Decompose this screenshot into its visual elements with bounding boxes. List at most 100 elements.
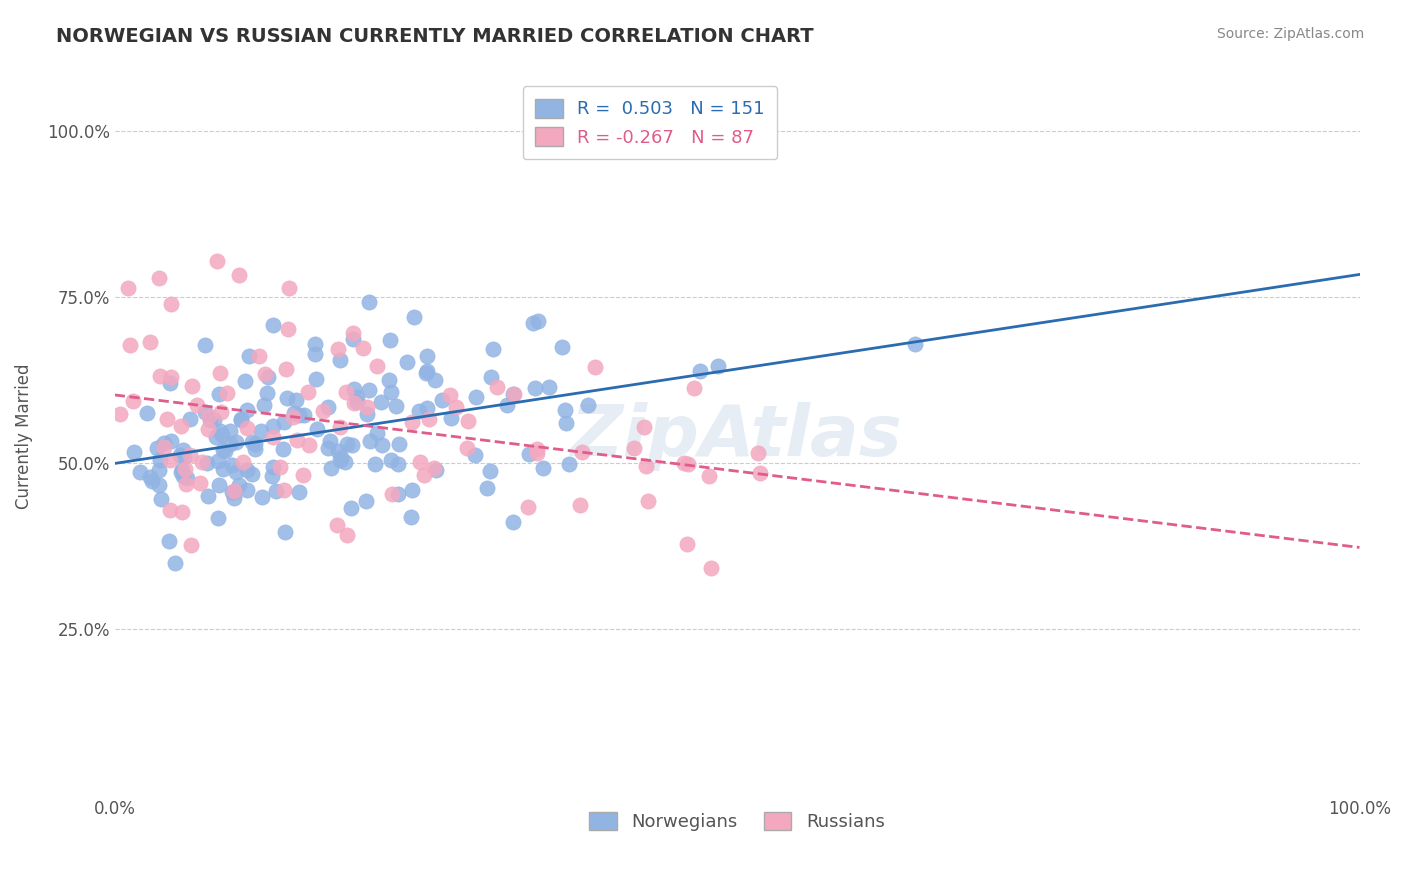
Point	[169, 419, 191, 434]
Point	[486, 380, 509, 394]
Point	[423, 461, 446, 475]
Point	[401, 483, 423, 497]
Point	[496, 398, 519, 412]
Point	[329, 353, 352, 368]
Point	[464, 448, 486, 462]
Y-axis label: Currently Married: Currently Married	[15, 364, 32, 509]
Point	[139, 335, 162, 350]
Point	[148, 271, 170, 285]
Point	[408, 455, 430, 469]
Point	[689, 363, 711, 377]
Point	[173, 450, 195, 465]
Point	[440, 410, 463, 425]
Point	[356, 407, 378, 421]
Point	[186, 399, 208, 413]
Point	[682, 381, 704, 395]
Point	[221, 458, 243, 473]
Point	[218, 424, 240, 438]
Point	[707, 359, 730, 373]
Point	[700, 561, 723, 575]
Point	[402, 310, 425, 325]
Point	[517, 447, 540, 461]
Point	[412, 467, 434, 482]
Point	[697, 469, 720, 483]
Point	[388, 436, 411, 450]
Point	[336, 528, 359, 542]
Point	[425, 463, 447, 477]
Point	[305, 372, 328, 386]
Point	[141, 474, 163, 488]
Point	[636, 458, 658, 473]
Point	[225, 466, 247, 480]
Point	[326, 517, 349, 532]
Point	[197, 489, 219, 503]
Point	[215, 385, 238, 400]
Point	[444, 400, 467, 414]
Point	[195, 457, 218, 471]
Point	[283, 406, 305, 420]
Point	[416, 349, 439, 363]
Point	[228, 268, 250, 283]
Point	[316, 442, 339, 456]
Point	[346, 395, 368, 409]
Point	[551, 340, 574, 354]
Point	[329, 420, 352, 434]
Point	[240, 467, 263, 481]
Point	[222, 491, 245, 506]
Point	[157, 534, 180, 549]
Point	[285, 433, 308, 447]
Point	[278, 281, 301, 295]
Point	[146, 441, 169, 455]
Text: ZipAtlas: ZipAtlas	[571, 402, 903, 471]
Point	[159, 370, 181, 384]
Point	[537, 380, 560, 394]
Point	[748, 467, 770, 481]
Point	[247, 350, 270, 364]
Point	[554, 402, 576, 417]
Point	[179, 448, 201, 462]
Point	[569, 498, 592, 512]
Point	[623, 441, 645, 455]
Point	[135, 406, 157, 420]
Point	[554, 416, 576, 430]
Point	[288, 408, 311, 422]
Point	[747, 446, 769, 460]
Point	[576, 398, 599, 412]
Point	[904, 337, 927, 351]
Point	[212, 462, 235, 476]
Point	[352, 341, 374, 355]
Point	[117, 280, 139, 294]
Point	[235, 463, 257, 477]
Point	[222, 483, 245, 498]
Point	[676, 537, 699, 551]
Point	[149, 369, 172, 384]
Point	[457, 414, 479, 428]
Point	[273, 483, 295, 498]
Point	[283, 409, 305, 424]
Point	[228, 478, 250, 492]
Point	[118, 338, 141, 352]
Point	[160, 434, 183, 449]
Point	[478, 463, 501, 477]
Point	[277, 322, 299, 336]
Point	[152, 440, 174, 454]
Point	[139, 469, 162, 483]
Point	[387, 487, 409, 501]
Point	[179, 412, 201, 426]
Point	[250, 491, 273, 505]
Point	[211, 443, 233, 458]
Point	[456, 442, 478, 456]
Point	[149, 453, 172, 467]
Point	[205, 253, 228, 268]
Point	[526, 446, 548, 460]
Point	[401, 510, 423, 524]
Point	[159, 503, 181, 517]
Point	[219, 437, 242, 451]
Point	[378, 373, 401, 387]
Point	[333, 455, 356, 469]
Point	[240, 434, 263, 449]
Point	[276, 362, 298, 376]
Point	[262, 460, 284, 475]
Point	[396, 355, 419, 369]
Point	[176, 477, 198, 491]
